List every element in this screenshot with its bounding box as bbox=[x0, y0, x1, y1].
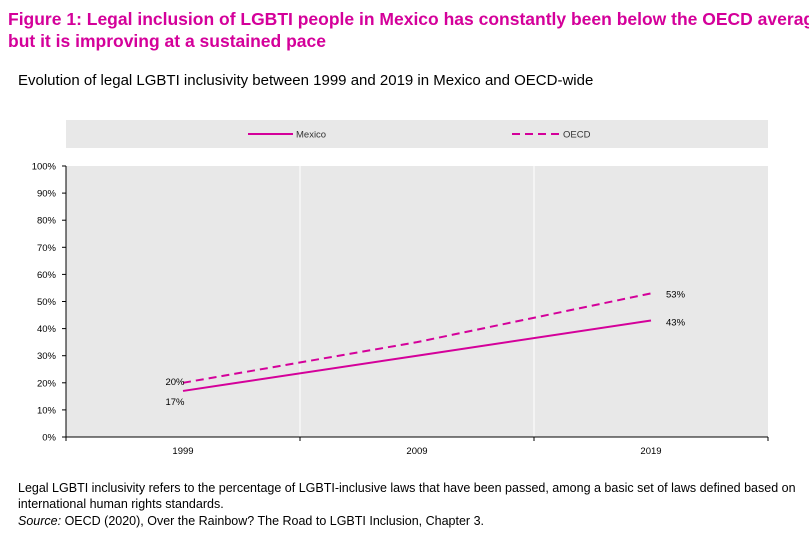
y-tick-label: 80% bbox=[37, 216, 57, 227]
y-tick-label: 0% bbox=[42, 433, 56, 444]
data-label-oecd-2019: 53% bbox=[666, 289, 686, 300]
figure-source: Source: OECD (2020), Over the Rainbow? T… bbox=[18, 514, 484, 528]
figure-subtitle: Evolution of legal LGBTI inclusivity bet… bbox=[18, 72, 594, 89]
y-tick-label: 50% bbox=[37, 297, 57, 308]
y-tick-label: 60% bbox=[37, 270, 57, 281]
figure-note: Legal LGBTI inclusivity refers to the pe… bbox=[18, 481, 796, 511]
x-tick-label: 2009 bbox=[406, 446, 427, 457]
legend-label-oecd: OECD bbox=[563, 130, 591, 141]
figure-title-line-1: Figure 1: Legal inclusion of LGBTI peopl… bbox=[8, 9, 809, 29]
source-text: OECD (2020), Over the Rainbow? The Road … bbox=[61, 514, 484, 528]
data-label-mexico-1999: 17% bbox=[165, 397, 185, 408]
data-label-mexico-2019: 43% bbox=[666, 317, 686, 328]
figure-title: Figure 1: Legal inclusion of LGBTI peopl… bbox=[8, 8, 809, 52]
y-tick-label: 20% bbox=[37, 378, 57, 389]
series-line-oecd bbox=[182, 292, 652, 384]
x-tick-label: 2019 bbox=[640, 446, 661, 457]
legend-label-mexico: Mexico bbox=[296, 130, 326, 141]
series-line-mexico bbox=[182, 319, 652, 392]
y-tick-label: 100% bbox=[32, 162, 57, 173]
plot-background bbox=[66, 166, 768, 437]
y-tick-label: 10% bbox=[37, 405, 57, 416]
legend-background bbox=[66, 120, 768, 148]
y-tick-label: 40% bbox=[37, 324, 57, 335]
y-tick-label: 90% bbox=[37, 189, 57, 200]
x-tick-label: 1999 bbox=[172, 446, 193, 457]
line-chart: 0% 10% 20% 30% 40% 50% 60% 70% 80% 90% 100% 1999 200… bbox=[32, 120, 769, 457]
y-tick-label: 30% bbox=[37, 351, 57, 362]
y-tick-label: 70% bbox=[37, 243, 57, 254]
source-label: Source: bbox=[18, 514, 62, 528]
data-label-oecd-1999: 20% bbox=[165, 377, 185, 388]
figure-title-line-2: but it is improving at a sustained pace bbox=[8, 31, 326, 51]
